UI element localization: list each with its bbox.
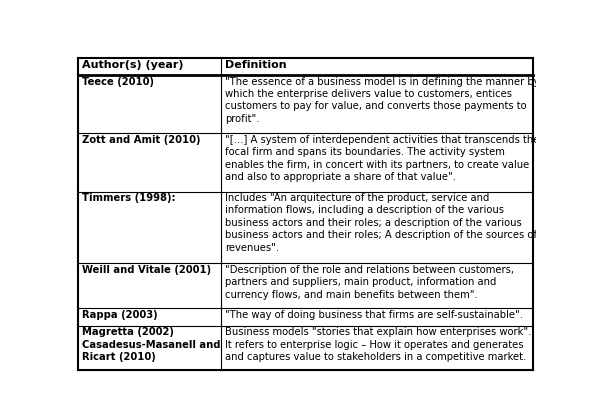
Text: Magretta (2002)
Casadesus-Masanell and
Ricart (2010): Magretta (2002) Casadesus-Masanell and R…	[82, 327, 221, 362]
Text: Rappa (2003): Rappa (2003)	[82, 310, 157, 320]
Text: Zott and Amit (2010): Zott and Amit (2010)	[82, 135, 200, 145]
Text: Teece (2010): Teece (2010)	[82, 76, 154, 87]
Text: Definition: Definition	[225, 60, 287, 70]
Text: Includes “An arquitecture of the product, service and
information flows, includi: Includes “An arquitecture of the product…	[225, 193, 537, 252]
Text: Weill and Vitale (2001): Weill and Vitale (2001)	[82, 265, 211, 275]
Text: Timmers (1998):: Timmers (1998):	[82, 193, 175, 203]
Text: Author(s) (year): Author(s) (year)	[82, 60, 184, 70]
Text: "The essence of a business model is in defining the manner by
which the enterpri: "The essence of a business model is in d…	[225, 76, 539, 124]
Text: "[...] A system of interdependent activities that transcends the
focal firm and : "[...] A system of interdependent activi…	[225, 135, 539, 182]
Text: "Description of the role and relations between customers,
partners and suppliers: "Description of the role and relations b…	[225, 265, 514, 300]
Text: "The way of doing business that firms are self-sustainable".: "The way of doing business that firms ar…	[225, 310, 523, 320]
Text: Business models "stories that explain how enterprises work".
It refers to enterp: Business models "stories that explain ho…	[225, 327, 532, 362]
